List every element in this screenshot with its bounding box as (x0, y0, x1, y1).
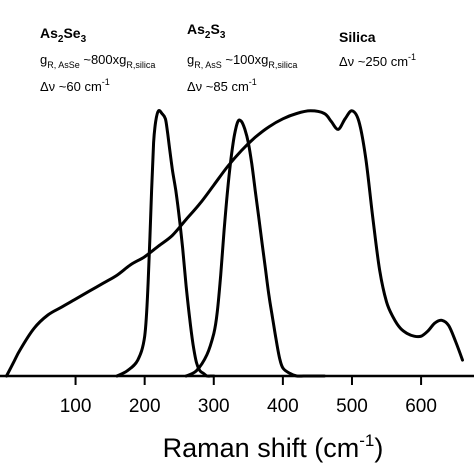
annotation-as2s3-name: As2S3 (187, 21, 226, 41)
spectra-lines (5, 108, 464, 378)
annotation-as2se3-gain: gR, AsSe ~800xgR,silica (40, 52, 155, 70)
x-tick-label: 200 (129, 396, 161, 417)
x-axis-title: Raman shift (cm-1) (163, 431, 384, 463)
x-axis-ticks (74, 376, 423, 385)
annotation-as2s3-gain: gR, AsS ~100xgR,silica (187, 52, 297, 70)
x-tick-label: 600 (405, 396, 437, 417)
annotation-as2se3-width: Δν ~60 cm-1 (40, 77, 110, 94)
annotation-silica-width: Δν ~250 cm-1 (339, 52, 416, 69)
x-tick-label: 300 (198, 396, 230, 417)
annotation-as2se3: As2Se3 gR, AsSe ~800xgR,silica Δν ~60 cm… (40, 25, 155, 94)
x-axis-title-close: ) (374, 433, 383, 463)
annotation-silica-name: Silica (339, 29, 376, 45)
annotation-silica: Silica Δν ~250 cm-1 (339, 29, 416, 69)
x-axis-title-superscript: -1 (359, 431, 374, 450)
as2se3-spectrum-line (115, 108, 216, 378)
x-tick-label: 500 (336, 396, 368, 417)
silica-spectrum-line (5, 109, 464, 378)
annotation-as2s3: As2S3 gR, AsS ~100xgR,silica Δν ~85 cm-1 (187, 21, 297, 94)
annotation-as2s3-width: Δν ~85 cm-1 (187, 77, 257, 94)
x-tick-label: 100 (60, 396, 92, 417)
x-tick-label: 400 (267, 396, 299, 417)
as2s3-spectrum-line (184, 118, 326, 378)
annotation-as2se3-name: As2Se3 (40, 25, 87, 45)
x-axis-tick-labels: 100 200 300 400 500 600 (60, 396, 437, 417)
x-axis-title-text: Raman shift (cm (163, 433, 360, 463)
